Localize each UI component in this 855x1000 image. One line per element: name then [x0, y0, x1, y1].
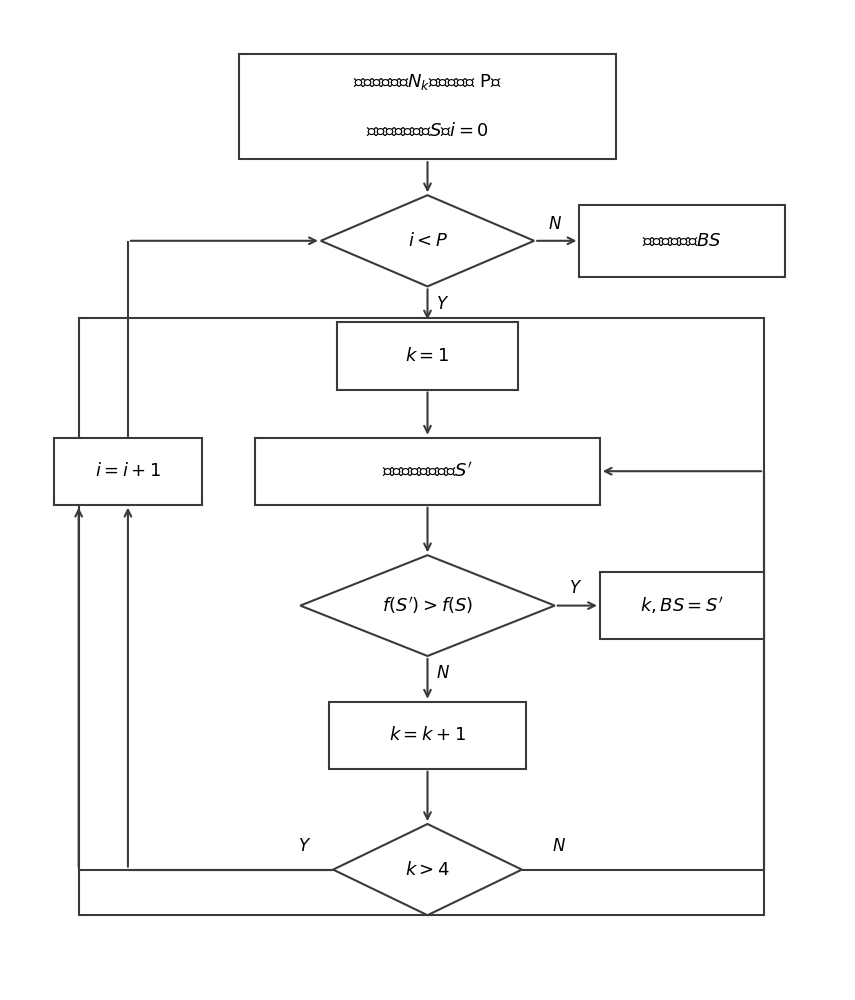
Text: $k = 1$: $k = 1$ — [405, 347, 450, 365]
Text: 输出最优个体$BS$: 输出最优个体$BS$ — [642, 232, 722, 250]
Text: N: N — [549, 215, 561, 233]
Text: N: N — [552, 837, 565, 855]
Text: $k > 4$: $k > 4$ — [405, 861, 450, 879]
Bar — [337, 322, 518, 390]
Text: Y: Y — [299, 837, 310, 855]
Bar — [255, 438, 600, 505]
Text: 随机产生初始解$S$，$i = 0$: 随机产生初始解$S$，$i = 0$ — [366, 121, 489, 139]
Bar — [600, 572, 764, 639]
Polygon shape — [333, 824, 522, 915]
Bar — [580, 205, 785, 277]
Bar — [54, 438, 202, 505]
Text: $i = i + 1$: $i = i + 1$ — [95, 462, 161, 480]
Polygon shape — [300, 555, 555, 656]
Text: $k = k + 1$: $k = k + 1$ — [389, 726, 466, 744]
Bar — [239, 54, 616, 159]
Polygon shape — [321, 195, 534, 286]
Text: Y: Y — [437, 295, 447, 313]
Text: $i < P$: $i < P$ — [408, 232, 447, 250]
Bar — [79, 318, 764, 915]
Text: 确定邻域结构$N_k$，循环次数 P，: 确定邻域结构$N_k$，循环次数 P， — [353, 72, 502, 92]
Text: 随机产生一个新解$S'$: 随机产生一个新解$S'$ — [382, 462, 473, 480]
Text: N: N — [436, 664, 449, 682]
Bar — [329, 702, 526, 769]
Text: $k, BS = S'$: $k, BS = S'$ — [640, 595, 723, 616]
Text: Y: Y — [570, 579, 581, 597]
Text: $f(S') > f(S)$: $f(S') > f(S)$ — [382, 595, 473, 616]
